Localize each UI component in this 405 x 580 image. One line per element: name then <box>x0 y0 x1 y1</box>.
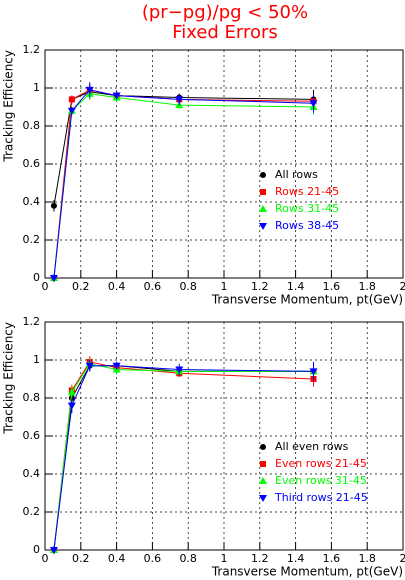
legend-marker <box>259 223 267 230</box>
y-axis-label: Tracking Efficiency <box>2 322 16 435</box>
marker <box>49 275 58 282</box>
y-tick-label: 0.2 <box>23 233 41 246</box>
legend-marker <box>260 444 266 450</box>
x-tick-label: 1.2 <box>251 280 269 293</box>
series-line <box>53 361 314 551</box>
y-tick-label: 1.2 <box>23 43 41 56</box>
y-tick-label: 0.6 <box>23 157 41 170</box>
x-tick-label: 1.4 <box>287 280 305 293</box>
series-line <box>53 89 314 279</box>
marker <box>67 107 76 115</box>
x-tick-label: 0.6 <box>144 552 162 565</box>
y-tick-label: 0 <box>33 543 40 556</box>
x-tick-label: 1.6 <box>323 552 341 565</box>
x-axis-label: Transverse Momentum, pt(GeV) <box>211 565 403 579</box>
x-tick-label: 1.2 <box>251 552 269 565</box>
y-tick-label: 1.2 <box>23 315 41 328</box>
chart-subtitle: Fixed Errors <box>172 22 278 43</box>
marker <box>50 202 57 209</box>
x-tick-label: 2 <box>400 552 405 565</box>
x-tick-label: 1 <box>221 552 228 565</box>
legend-label: All even rows <box>275 440 349 453</box>
chart-title: (pr−pg)/pg < 50% <box>142 2 308 23</box>
y-tick-label: 0 <box>33 271 40 284</box>
x-tick-label: 0.4 <box>108 280 126 293</box>
y-axis-label: Tracking Efficiency <box>2 50 16 163</box>
x-tick-label: 0.8 <box>179 280 197 293</box>
y-tick-label: 0.8 <box>23 119 41 132</box>
series-line <box>53 89 314 279</box>
legend-label: Even rows 21-45 <box>275 457 367 470</box>
legend-label: Even rows 31-45 <box>275 474 367 487</box>
legend-marker <box>260 189 266 195</box>
marker <box>309 368 318 376</box>
plot-frame <box>44 321 404 551</box>
marker <box>67 388 76 396</box>
x-tick-label: 1.8 <box>358 280 376 293</box>
series-line <box>53 363 314 551</box>
marker <box>85 86 94 94</box>
y-tick-label: 0.2 <box>23 505 41 518</box>
marker <box>67 402 76 410</box>
x-tick-label: 0.8 <box>179 552 197 565</box>
legend-label: Rows 31-45 <box>275 202 339 215</box>
x-tick-label: 0 <box>42 552 49 565</box>
legend-marker <box>259 495 267 502</box>
legend-marker <box>259 477 267 484</box>
x-tick-label: 1 <box>221 280 228 293</box>
marker <box>175 96 184 104</box>
legend-label: Third rows 21-45 <box>274 491 368 504</box>
marker <box>112 92 121 100</box>
legend-label: All rows <box>275 168 318 181</box>
legend-marker <box>259 205 267 212</box>
marker <box>85 362 94 370</box>
y-tick-label: 0.4 <box>23 195 41 208</box>
x-tick-label: 0.2 <box>72 552 90 565</box>
y-tick-label: 0.6 <box>23 429 41 442</box>
x-tick-label: 1.8 <box>358 552 376 565</box>
x-tick-label: 0.2 <box>72 280 90 293</box>
y-tick-label: 1 <box>33 81 40 94</box>
x-tick-label: 0.6 <box>144 280 162 293</box>
x-tick-label: 2 <box>400 280 405 293</box>
series-line <box>53 365 314 551</box>
marker <box>175 366 184 374</box>
marker <box>112 362 121 370</box>
x-axis-label: Transverse Momentum, pt(GeV) <box>211 293 403 307</box>
legend-marker <box>260 172 266 178</box>
marker <box>309 100 318 108</box>
marker <box>49 547 58 554</box>
legend-label: Rows 38-45 <box>275 219 339 232</box>
x-tick-label: 0.4 <box>108 552 126 565</box>
y-tick-label: 1 <box>33 353 40 366</box>
plot-frame <box>44 49 404 279</box>
x-tick-label: 1.6 <box>323 280 341 293</box>
marker <box>68 96 75 103</box>
legend-marker <box>260 461 266 467</box>
y-tick-label: 0.4 <box>23 467 41 480</box>
x-tick-label: 1.4 <box>287 552 305 565</box>
y-tick-label: 0.8 <box>23 391 41 404</box>
legend-label: Rows 21-45 <box>275 185 339 198</box>
x-tick-label: 0 <box>42 280 49 293</box>
series-line <box>53 91 314 206</box>
